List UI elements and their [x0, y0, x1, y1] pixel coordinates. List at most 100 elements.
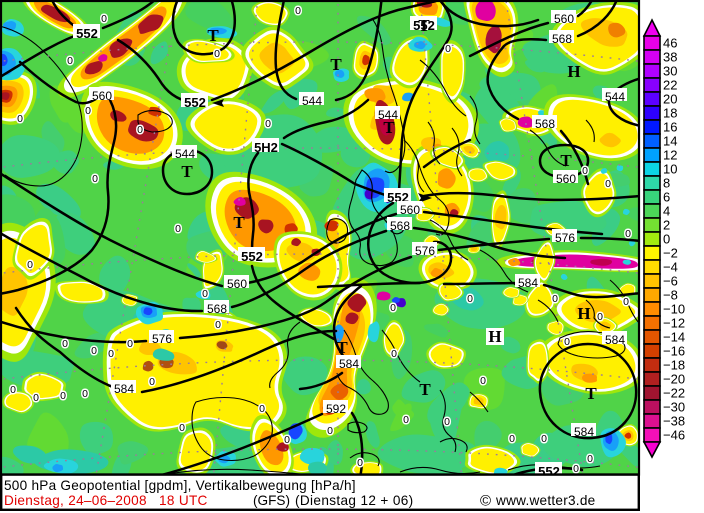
svg-text:576: 576	[152, 332, 172, 346]
svg-text:0: 0	[149, 376, 155, 388]
svg-text:14: 14	[663, 134, 677, 149]
svg-text:576: 576	[415, 244, 435, 258]
svg-text:0: 0	[564, 336, 570, 348]
svg-text:30: 30	[663, 64, 677, 79]
svg-text:0: 0	[663, 232, 670, 247]
svg-text:0: 0	[10, 384, 16, 396]
svg-text:T: T	[233, 213, 245, 232]
svg-text:www.wetter3.de: www.wetter3.de	[495, 493, 595, 508]
svg-text:0: 0	[17, 113, 23, 125]
svg-text:0: 0	[552, 293, 558, 305]
svg-text:46: 46	[663, 36, 677, 51]
svg-text:0: 0	[82, 388, 88, 400]
svg-text:0: 0	[467, 293, 473, 305]
svg-text:568: 568	[535, 117, 555, 131]
svg-text:584: 584	[339, 357, 359, 371]
svg-text:T: T	[336, 338, 348, 357]
svg-text:0: 0	[33, 392, 39, 404]
svg-text:0: 0	[175, 223, 181, 235]
svg-text:568: 568	[390, 219, 410, 233]
svg-text:0: 0	[605, 178, 611, 190]
svg-text:22: 22	[663, 78, 677, 93]
svg-text:0: 0	[91, 345, 97, 357]
svg-text:0: 0	[259, 403, 265, 415]
svg-text:T: T	[181, 162, 193, 181]
svg-text:−14: −14	[663, 330, 685, 345]
svg-text:H: H	[567, 62, 580, 81]
svg-text:−22: −22	[663, 386, 685, 401]
svg-text:2: 2	[663, 218, 670, 233]
svg-text:0: 0	[444, 416, 450, 428]
svg-text:T: T	[560, 151, 572, 170]
svg-text:0: 0	[92, 173, 98, 185]
svg-text:584: 584	[574, 425, 594, 439]
svg-text:560: 560	[227, 277, 247, 291]
svg-text:568: 568	[552, 32, 572, 46]
svg-text:584: 584	[605, 333, 625, 347]
svg-text:544: 544	[175, 147, 195, 161]
svg-text:38: 38	[663, 50, 677, 65]
svg-text:0: 0	[390, 302, 396, 314]
svg-text:0: 0	[295, 5, 301, 17]
svg-text:12: 12	[663, 148, 677, 163]
svg-text:0: 0	[327, 425, 333, 437]
svg-text:552: 552	[241, 249, 263, 264]
svg-text:0: 0	[357, 457, 363, 469]
svg-text:0: 0	[509, 433, 515, 445]
svg-text:T: T	[585, 384, 597, 403]
svg-text:5H2: 5H2	[254, 140, 278, 155]
svg-text:0: 0	[265, 118, 271, 130]
svg-text:0: 0	[27, 259, 33, 271]
svg-text:T: T	[330, 55, 342, 74]
svg-text:560: 560	[554, 12, 574, 26]
svg-text:0: 0	[541, 433, 547, 445]
svg-text:552: 552	[184, 95, 206, 110]
svg-text:560: 560	[556, 172, 576, 186]
svg-text:0: 0	[108, 348, 114, 360]
svg-text:18: 18	[663, 106, 677, 121]
svg-text:−2: −2	[663, 246, 678, 261]
svg-text:560: 560	[400, 203, 420, 217]
svg-text:584: 584	[518, 276, 538, 290]
svg-text:T: T	[207, 26, 219, 45]
svg-text:576: 576	[555, 231, 575, 245]
svg-text:−16: −16	[663, 344, 685, 359]
svg-text:−8: −8	[663, 288, 678, 303]
svg-text:0: 0	[215, 319, 221, 331]
svg-text:20: 20	[663, 92, 677, 107]
svg-text:0: 0	[597, 311, 603, 323]
svg-text:592: 592	[326, 402, 346, 416]
svg-text:0: 0	[573, 463, 579, 475]
svg-text:0: 0	[403, 414, 409, 426]
svg-text:0: 0	[623, 296, 629, 308]
svg-text:568: 568	[207, 302, 227, 316]
svg-text:0: 0	[137, 124, 143, 136]
svg-text:−12: −12	[663, 316, 685, 331]
svg-text:6: 6	[663, 190, 670, 205]
svg-text:0: 0	[284, 434, 290, 446]
svg-text:10: 10	[663, 162, 677, 177]
svg-text:©: ©	[480, 493, 491, 510]
svg-text:−38: −38	[663, 414, 685, 429]
svg-text:0: 0	[480, 375, 486, 387]
svg-text:0: 0	[391, 348, 397, 360]
svg-text:0: 0	[62, 338, 68, 350]
svg-text:544: 544	[302, 94, 322, 108]
svg-text:−20: −20	[663, 372, 685, 387]
svg-text:−18: −18	[663, 358, 685, 373]
svg-text:T: T	[419, 380, 431, 399]
svg-text:0: 0	[67, 55, 73, 67]
svg-text:T: T	[383, 118, 395, 137]
svg-text:4: 4	[663, 204, 670, 219]
svg-text:544: 544	[378, 108, 398, 122]
svg-text:−6: −6	[663, 274, 678, 289]
svg-text:H: H	[488, 327, 501, 346]
svg-text:0: 0	[179, 422, 185, 434]
svg-text:(GFS): (GFS)	[253, 493, 290, 508]
svg-text:0: 0	[202, 288, 208, 300]
svg-text:0: 0	[587, 453, 593, 465]
svg-text:8: 8	[663, 176, 670, 191]
svg-text:584: 584	[114, 382, 134, 396]
svg-text:−4: −4	[663, 260, 678, 275]
svg-text:−10: −10	[663, 302, 685, 317]
